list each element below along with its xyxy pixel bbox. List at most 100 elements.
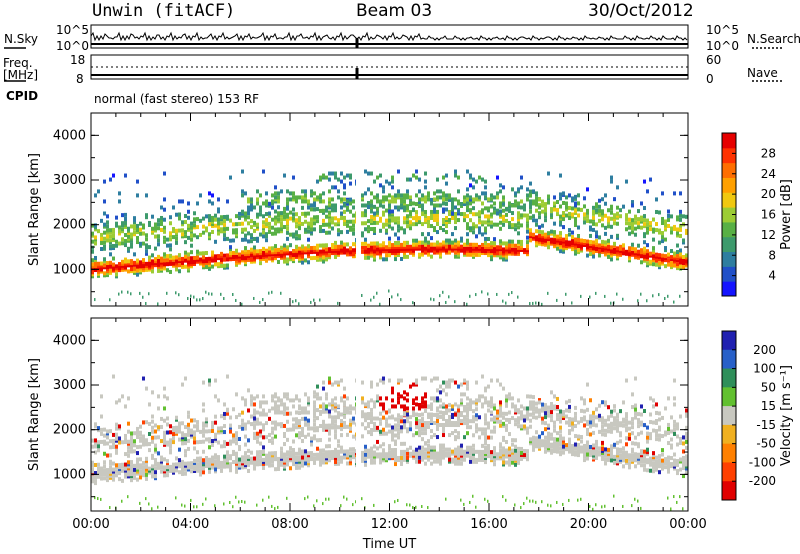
data-cell xyxy=(394,199,397,204)
data-cell xyxy=(508,396,511,401)
data-cell xyxy=(526,219,529,224)
data-cell xyxy=(544,214,547,219)
data-cell xyxy=(256,435,259,440)
data-cell xyxy=(289,251,292,256)
data-cell xyxy=(454,429,457,434)
data-cell xyxy=(394,243,397,248)
data-cell xyxy=(154,435,157,440)
data-cell xyxy=(307,402,310,407)
data-cell xyxy=(184,220,187,225)
data-cell xyxy=(478,451,481,456)
data-cell xyxy=(487,450,490,455)
data-cell xyxy=(265,250,268,255)
data-cell xyxy=(388,199,391,204)
data-cell xyxy=(574,239,577,244)
data-cell xyxy=(361,213,364,218)
data-cell xyxy=(172,426,175,431)
data-cell xyxy=(385,454,388,459)
data-cell xyxy=(445,447,448,452)
data-cell xyxy=(334,447,337,452)
data-cell xyxy=(184,264,187,269)
data-cell xyxy=(394,245,397,250)
data-cell xyxy=(211,250,214,255)
data-cell xyxy=(439,250,442,255)
data-cell xyxy=(499,247,502,252)
data-cell xyxy=(541,406,544,411)
data-cell xyxy=(481,222,484,227)
data-cell xyxy=(607,250,610,255)
data-cell xyxy=(136,459,139,464)
data-cell xyxy=(160,416,163,421)
data-cell xyxy=(328,199,331,204)
data-cell xyxy=(664,256,667,261)
data-cell xyxy=(553,449,556,454)
data-cell xyxy=(559,233,562,238)
data-cell xyxy=(310,436,313,441)
data-cell xyxy=(319,424,322,429)
data-cell xyxy=(589,424,592,429)
data-cell xyxy=(409,415,412,420)
data-cell xyxy=(421,449,424,454)
data-cell xyxy=(448,209,451,214)
data-cell xyxy=(400,256,403,261)
data-cell xyxy=(349,406,352,411)
data-cell xyxy=(457,199,460,204)
data-cell xyxy=(415,238,418,243)
data-cell xyxy=(268,221,271,226)
data-cell xyxy=(220,460,223,465)
data-cell xyxy=(538,197,541,202)
data-cell xyxy=(94,450,97,455)
data-cell xyxy=(631,230,634,235)
data-cell xyxy=(271,201,274,206)
data-cell xyxy=(274,252,277,257)
data-cell xyxy=(397,455,400,460)
data-cell xyxy=(469,451,472,456)
data-cell xyxy=(643,246,646,251)
data-cell xyxy=(556,447,559,452)
data-cell xyxy=(274,209,277,214)
data-cell xyxy=(502,216,505,221)
data-cell xyxy=(580,497,582,501)
data-cell xyxy=(397,392,400,397)
data-cell xyxy=(592,250,595,255)
data-cell xyxy=(415,459,418,464)
data-cell xyxy=(160,221,163,226)
data-cell xyxy=(370,450,373,455)
data-cell xyxy=(376,206,379,211)
data-cell xyxy=(547,409,550,414)
data-cell xyxy=(235,455,238,460)
data-cell xyxy=(415,216,418,221)
data-cell xyxy=(457,461,460,466)
data-cell xyxy=(196,456,199,461)
data-cell xyxy=(664,227,667,232)
data-cell xyxy=(277,251,280,256)
data-cell xyxy=(184,504,186,508)
data-cell xyxy=(538,434,541,439)
data-cell xyxy=(298,234,301,239)
data-cell xyxy=(202,265,205,270)
data-cell xyxy=(157,258,160,263)
data-cell xyxy=(139,227,142,232)
data-cell xyxy=(241,256,244,261)
data-cell xyxy=(547,438,550,443)
data-cell xyxy=(274,422,277,427)
data-cell xyxy=(241,169,244,174)
data-cell xyxy=(340,211,343,216)
data-cell xyxy=(163,467,166,472)
data-cell xyxy=(370,417,373,422)
data-cell xyxy=(196,420,199,425)
data-cell xyxy=(454,451,457,456)
data-cell xyxy=(400,246,403,251)
data-cell xyxy=(103,259,106,264)
data-cell xyxy=(391,435,394,440)
data-cell xyxy=(265,461,268,466)
data-cell xyxy=(403,423,406,428)
data-cell xyxy=(502,208,505,213)
data-cell xyxy=(391,218,394,223)
data-cell xyxy=(352,420,355,425)
data-cell xyxy=(541,408,544,413)
data-cell xyxy=(265,455,268,460)
data-cell xyxy=(418,451,421,456)
data-cell xyxy=(454,449,457,454)
data-cell xyxy=(538,408,541,413)
